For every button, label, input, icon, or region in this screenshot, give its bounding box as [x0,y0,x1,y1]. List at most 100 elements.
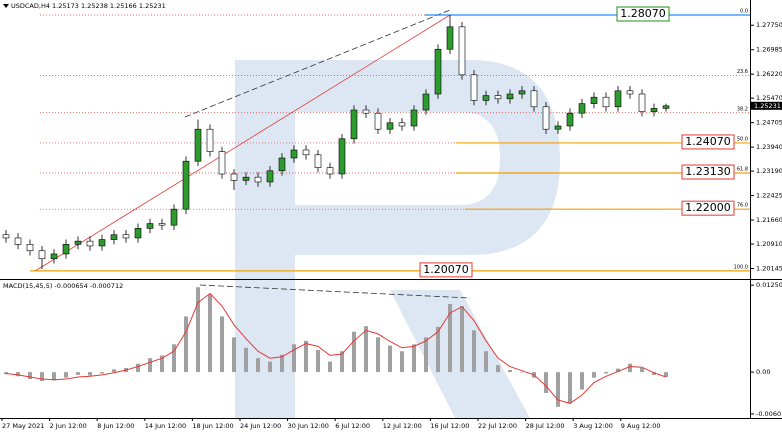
x-tick-label: 22 Jul 12:00 [478,422,517,430]
candle-body [410,109,418,127]
fib-price-box [681,134,735,150]
macd-bar [520,372,524,373]
menu-arrow[interactable] [3,4,9,8]
x-tick-label: 3 Aug 12:00 [573,422,613,430]
candle-body [326,167,334,175]
fib-price-label: 1.24070 [685,135,731,148]
fib-ratio-label: 100.0 [734,264,748,270]
macd-bar [340,351,344,373]
fib-ratio-label: 76.0 [737,203,748,209]
last-price-box [751,101,782,110]
candle-body [254,176,262,183]
macd-bar [460,306,464,373]
candle-body [218,151,226,175]
x-tick-label: 18 Jun 12:00 [192,422,233,430]
macd-bar [208,294,212,373]
macd-bar [388,345,392,373]
macd-bar [664,372,668,377]
candle-body [590,96,598,104]
macd-bar [580,372,584,390]
fib-price-box [681,200,735,216]
fib-price-label: 1.20070 [423,263,469,276]
candle-body [614,90,622,108]
candle-body [170,208,178,226]
x-tick-label: 27 May 2021 [2,422,44,430]
candle-body [74,240,82,245]
y-tick-label: 1.24705 [756,119,782,127]
macd-bar [412,344,416,373]
macd-bar [136,363,140,373]
x-tick-label: 24 Jun 12:00 [240,422,281,430]
macd-bar [4,372,8,375]
y-tick-label: 1.21660 [756,216,782,224]
macd-bar [16,372,20,377]
candle-body [194,128,202,162]
candle-body [314,154,322,168]
candle-body [422,93,430,111]
candle-body [446,26,454,50]
candle-body [602,96,610,108]
y-tick-label: 1.27750 [756,21,782,29]
candle-body [50,253,58,260]
y-tick-label: 1.23940 [756,143,782,151]
candle-body [650,108,658,112]
macd-bar [64,372,68,378]
macd-bar [172,344,176,373]
macd-bar [604,372,608,374]
candle-body [470,74,478,101]
macd-bar [292,344,296,373]
trend-line [184,9,451,118]
watermark [235,60,560,418]
candle-body [638,93,646,112]
candle-body [110,234,118,240]
candle-body [122,234,130,239]
macd-bar [364,326,368,373]
candle-body [206,128,214,152]
x-tick-label: 12 Jul 12:00 [383,422,422,430]
macd-bar [244,347,248,373]
divergence-line [199,284,471,299]
candle-body [566,112,574,127]
candle-body [530,90,538,108]
x-tick-label: 30 Jun 12:00 [288,422,329,430]
macd-bar [640,367,644,373]
macd-bar [52,372,56,381]
fib-price-label: 1.28070 [620,7,666,20]
candle-body [626,90,634,95]
y-tick-label: 0.012502 [756,281,782,289]
macd-bar [232,337,236,373]
candle-body [374,112,382,130]
macd-bar [628,363,632,373]
macd-bar [424,337,428,373]
candle-body [302,149,310,156]
candle-body [38,250,46,260]
macd-bar [592,372,596,378]
candle-body [506,93,514,100]
macd-bar [268,361,272,373]
macd-bar [184,316,188,373]
macd-bar [544,372,548,393]
candle-body [14,237,22,245]
x-tick-label: 2 Jun 12:00 [50,422,87,430]
macd-bar [328,361,332,373]
macd-bar [376,337,380,373]
candle-body [338,138,346,175]
fib-price-box [616,6,670,22]
y-tick-label: 0.00 [756,368,770,376]
fib-ratio-label: 0.0 [740,9,748,15]
y-tick-label: 1.25470 [756,94,782,102]
macd-bar [76,372,80,375]
candle-body [86,240,94,247]
macd-bar [256,358,260,373]
candle-body [386,122,394,130]
y-tick-label: 1.23190 [756,167,782,175]
macd-bar [88,372,92,376]
macd-bar [196,287,200,373]
signal-line [5,292,667,404]
macd-bar [556,372,560,407]
macd-bar [304,340,308,373]
macd-bar [496,365,500,373]
x-tick-label: 8 Jun 12:00 [97,422,134,430]
macd-title: MACD(15,45,5) -0.000654 -0.000712 [3,282,123,290]
macd-bar [280,354,284,373]
